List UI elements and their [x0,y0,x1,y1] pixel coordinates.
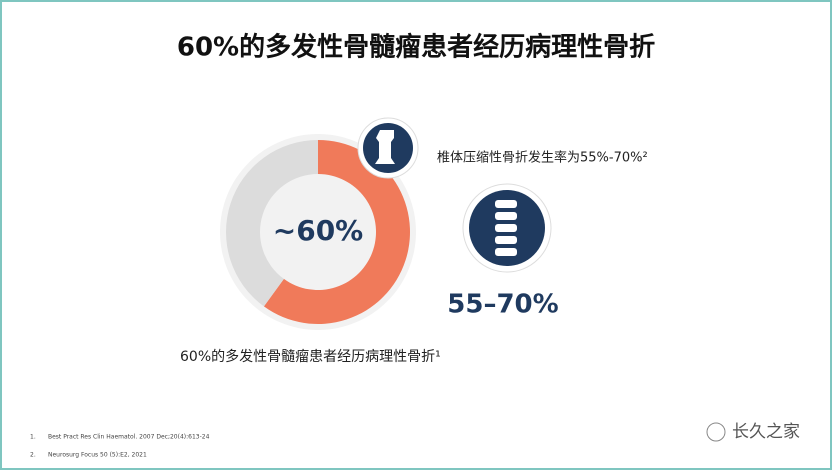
title: 60%的多发性骨髓瘤患者经历病理性骨折 [177,32,655,63]
footnote: Neurosurg Focus 50 (5):E2, 2021 [48,452,147,459]
watermark: 长久之家 [732,422,800,442]
footnote-num: 2. [30,452,36,459]
annotation-value: 55–70% [447,290,558,320]
caption: 60%的多发性骨髓瘤患者经历病理性骨折¹ [180,348,441,365]
annotation: 椎体压缩性骨折发生率为55%-70%² [437,150,648,166]
bone-shape [375,130,395,164]
center-label: ~60% [273,214,363,247]
footnote: Best Pract Res Clin Haematol. 2007 Dec;2… [48,434,210,441]
watermark-icon [706,422,726,442]
spine-shape [495,200,517,256]
footnote-num: 1. [30,434,36,441]
donut [226,140,410,324]
donut-slice [263,140,410,324]
donut-slice [226,140,318,307]
